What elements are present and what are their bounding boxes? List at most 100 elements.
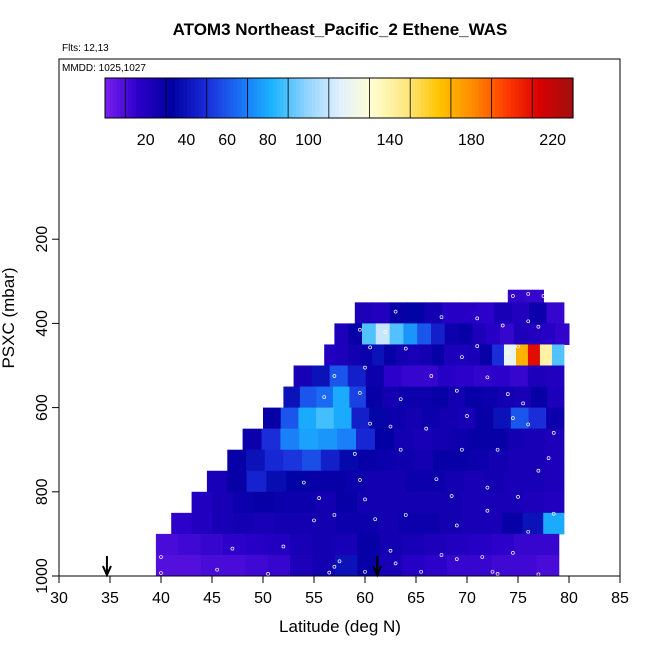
colorbar-segment bbox=[409, 78, 414, 118]
colorbar-segment bbox=[155, 78, 161, 118]
heatmap-cell bbox=[544, 470, 565, 493]
colorbar-tick-label: 20 bbox=[137, 132, 155, 149]
sample-point bbox=[495, 572, 500, 576]
heatmap-cell bbox=[444, 323, 460, 345]
heatmap-cell bbox=[469, 428, 489, 451]
colorbar-segment bbox=[307, 78, 313, 118]
heatmap-cell bbox=[280, 428, 300, 451]
heatmap-cell bbox=[480, 344, 493, 366]
heatmap-cell bbox=[431, 428, 451, 451]
heatmap-cell bbox=[178, 533, 202, 556]
heatmap-cell bbox=[382, 386, 400, 409]
heatmap-cell bbox=[412, 428, 433, 451]
sample-point bbox=[521, 401, 525, 406]
colorbar-segment bbox=[280, 78, 285, 118]
heatmap-cell bbox=[200, 533, 224, 556]
heatmap-cell bbox=[486, 323, 501, 345]
colorbar-segment bbox=[514, 78, 519, 118]
heatmap-cell bbox=[424, 302, 443, 324]
sample-point bbox=[352, 452, 357, 456]
heatmap-cell bbox=[245, 554, 269, 577]
heatmap-cell bbox=[546, 407, 565, 430]
heatmap-cell bbox=[522, 512, 544, 535]
heatmap-cell bbox=[299, 428, 319, 451]
heatmap-cell bbox=[432, 344, 445, 366]
sample-point bbox=[516, 344, 520, 349]
heatmap-cell bbox=[337, 428, 357, 451]
heatmap-cell bbox=[312, 554, 336, 577]
heatmap-cell bbox=[245, 533, 269, 556]
heatmap-cell bbox=[444, 344, 457, 366]
colorbar-segment bbox=[144, 78, 149, 118]
heatmap-cell bbox=[528, 407, 547, 430]
heatmap-cell bbox=[375, 323, 391, 345]
plot-frame bbox=[58, 58, 621, 577]
colorbar-segment bbox=[475, 78, 480, 118]
heatmap-cell bbox=[458, 323, 473, 345]
heatmap-cell bbox=[507, 449, 527, 472]
x-tick-label: 60 bbox=[356, 590, 374, 607]
heatmap-cell bbox=[491, 554, 515, 577]
colorbar-segment bbox=[147, 78, 153, 118]
heatmap-cell bbox=[312, 533, 336, 556]
heatmap-cell bbox=[293, 365, 313, 388]
colorbar-segment bbox=[233, 78, 239, 118]
x-tick-label: 30 bbox=[50, 590, 68, 607]
heatmap-cell bbox=[324, 344, 337, 366]
heatmap-cell bbox=[232, 491, 255, 514]
heatmap-cell bbox=[457, 407, 476, 430]
colorbar-segment bbox=[183, 78, 188, 118]
heatmap-cell bbox=[514, 533, 537, 556]
heatmap-cell bbox=[419, 365, 439, 388]
heatmap-cell bbox=[320, 449, 340, 472]
heatmap-cell bbox=[514, 554, 537, 577]
heatmap-cell bbox=[347, 365, 367, 388]
sample-point bbox=[317, 344, 321, 349]
heatmap-cell bbox=[191, 491, 213, 514]
colorbar-segment bbox=[319, 78, 324, 118]
colorbar-segment bbox=[362, 78, 367, 118]
heatmap-cell bbox=[369, 407, 388, 430]
colorbar-segment bbox=[459, 78, 465, 118]
colorbar-segment bbox=[549, 78, 555, 118]
heatmap-cell bbox=[351, 407, 370, 430]
sample-point bbox=[266, 572, 270, 576]
heatmap-cell bbox=[439, 512, 462, 535]
heatmap-cell bbox=[489, 449, 509, 472]
sample-point bbox=[363, 569, 367, 574]
sample-point bbox=[526, 422, 531, 427]
heatmap-cell bbox=[407, 302, 425, 324]
heatmap-cell bbox=[541, 323, 556, 345]
sample-point bbox=[500, 323, 505, 328]
colorbar-segment bbox=[241, 78, 246, 118]
heatmap-cell bbox=[336, 491, 358, 514]
sample-point bbox=[526, 529, 531, 534]
colorbar-segment bbox=[296, 78, 301, 118]
colorbar-segment bbox=[327, 78, 332, 118]
colorbar-segment bbox=[339, 78, 344, 118]
heatmap-cell bbox=[545, 449, 565, 472]
heatmap-cell bbox=[348, 323, 363, 345]
colorbar-segment bbox=[424, 78, 430, 118]
sample-point bbox=[551, 511, 556, 516]
sample-point bbox=[312, 518, 316, 523]
colorbar-segment bbox=[222, 78, 227, 118]
colorbar-segment bbox=[366, 78, 371, 118]
colorbar-segment bbox=[112, 78, 118, 118]
sample-points bbox=[159, 292, 556, 577]
heatmap-cell bbox=[510, 407, 529, 430]
heatmap-cell bbox=[494, 302, 513, 324]
colorbar-segment bbox=[108, 78, 114, 118]
sample-point bbox=[495, 447, 500, 452]
heatmap-cell bbox=[357, 512, 379, 535]
heatmap-cell bbox=[472, 323, 487, 345]
heatmap-cell bbox=[311, 365, 331, 388]
heatmap-cell bbox=[233, 512, 255, 535]
sample-point bbox=[475, 344, 480, 348]
heatmap-cell bbox=[459, 302, 478, 324]
colorbar-tick-label: 220 bbox=[539, 132, 566, 149]
colorbar-tick-label: 40 bbox=[177, 132, 195, 149]
heatmap-cell bbox=[345, 470, 367, 493]
heatmap-cell bbox=[242, 428, 262, 451]
sample-point bbox=[332, 513, 337, 517]
